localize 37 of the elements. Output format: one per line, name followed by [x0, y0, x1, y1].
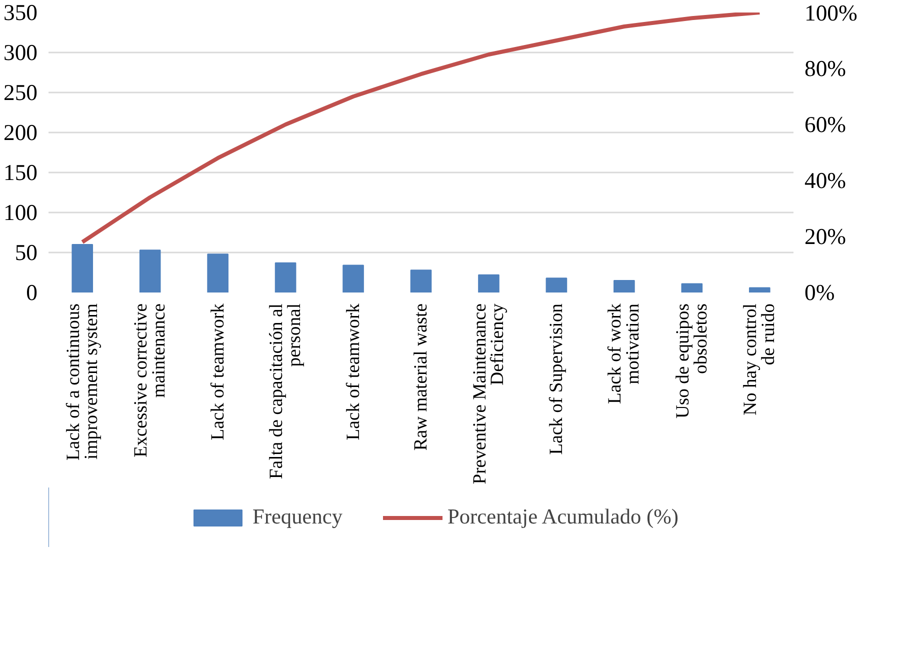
- y-tick-label: 350: [4, 0, 38, 25]
- x-tick-label: Lack of a continuous improvement system: [62, 303, 102, 460]
- x-tick-label: Lack of teamwork: [342, 302, 364, 440]
- legend-label: Frequency: [252, 504, 343, 530]
- y2-tick-label: 100%: [804, 0, 858, 26]
- y-tick-label: 250: [4, 80, 38, 105]
- y2-tick-label: 0%: [804, 280, 835, 305]
- x-tick-label: Lack of teamwork: [207, 302, 228, 440]
- y2-tick-label: 60%: [804, 112, 846, 137]
- x-tick-label: Raw material waste: [410, 303, 432, 451]
- y-tick-label: 0: [26, 280, 38, 305]
- bar: [139, 250, 161, 292]
- bar: [207, 254, 228, 292]
- y2-tick-label: 20%: [804, 224, 846, 249]
- y2-tick-label: 40%: [804, 168, 846, 193]
- x-tick-label: Falta de capacitación al personal: [266, 303, 305, 480]
- y-tick-label: 150: [4, 160, 38, 185]
- bar: [72, 244, 94, 292]
- bar: [748, 287, 770, 292]
- y2-tick-label: 80%: [804, 56, 846, 81]
- y-tick-label: 50: [14, 240, 38, 265]
- x-tick-label: Lack of Supervision: [546, 302, 567, 455]
- bar: [342, 264, 364, 292]
- y-tick-label: 100: [4, 200, 38, 225]
- x-tick-label: Excessive corrective maintenance: [130, 303, 170, 458]
- y-tick-label: 200: [4, 120, 38, 145]
- bar: [478, 274, 500, 292]
- x-tick-label: Preventive Maintenance Deficiency: [469, 302, 508, 484]
- line-series: [80, 12, 762, 244]
- legend-label: Porcentaje Acumulado (%): [448, 504, 679, 530]
- bar: [681, 283, 703, 292]
- bar: [614, 280, 635, 292]
- y-tick-label: 300: [4, 40, 38, 65]
- bar: [546, 278, 568, 292]
- x-tick-label: Lack of work motivation: [604, 302, 644, 404]
- bar: [274, 262, 296, 292]
- bar: [410, 270, 432, 292]
